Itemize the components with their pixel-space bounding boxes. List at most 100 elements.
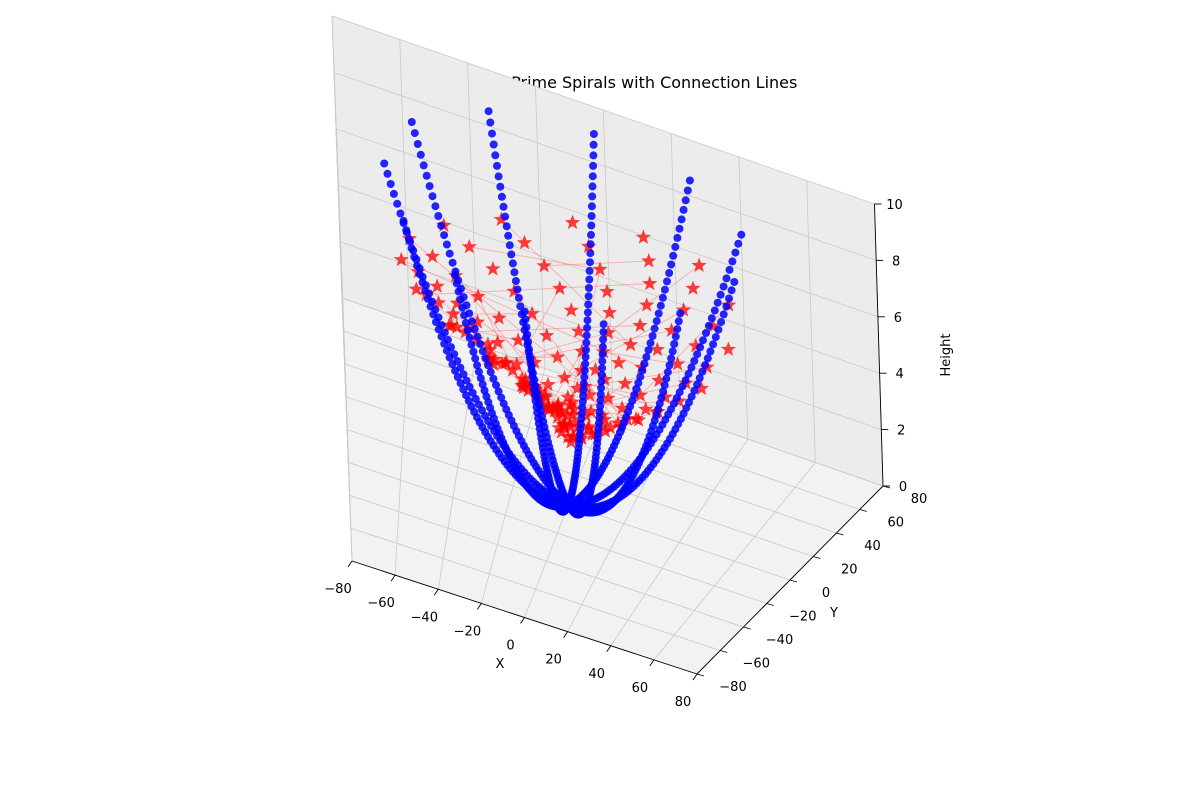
star-marker bbox=[651, 372, 667, 387]
blue-point bbox=[448, 360, 457, 369]
x-tick-label: −20 bbox=[454, 624, 481, 639]
blue-point bbox=[586, 240, 595, 249]
x-tick bbox=[606, 645, 612, 652]
blue-point bbox=[581, 359, 590, 368]
star-marker bbox=[632, 317, 648, 332]
blue-point bbox=[632, 385, 641, 393]
star-marker bbox=[564, 214, 581, 230]
blue-point bbox=[690, 356, 699, 365]
blue-point bbox=[493, 161, 501, 170]
blue-point bbox=[716, 290, 725, 299]
star-marker bbox=[600, 390, 616, 405]
blue-point bbox=[681, 196, 690, 205]
x-tick bbox=[390, 574, 396, 582]
star-marker bbox=[691, 257, 707, 272]
blue-point bbox=[580, 373, 589, 382]
blue-point bbox=[706, 347, 715, 356]
blue-point bbox=[648, 332, 657, 340]
blue-point bbox=[501, 212, 510, 221]
star-marker bbox=[685, 280, 701, 295]
star-marker bbox=[549, 409, 565, 424]
star-marker bbox=[597, 411, 613, 426]
blue-point bbox=[486, 118, 495, 127]
y-axis-label: Y bbox=[829, 606, 838, 621]
y-tick bbox=[720, 650, 728, 653]
blue-point bbox=[722, 302, 731, 311]
blue-point bbox=[654, 309, 663, 318]
blue-curve bbox=[564, 309, 685, 517]
blue-point bbox=[681, 376, 690, 385]
star-marker bbox=[630, 412, 647, 427]
star-marker bbox=[551, 419, 567, 435]
blue-point bbox=[728, 257, 737, 266]
star-marker bbox=[638, 401, 654, 416]
y-tick-label: −80 bbox=[719, 680, 746, 695]
connection-line bbox=[539, 396, 637, 420]
blue-point bbox=[596, 402, 605, 411]
star-marker bbox=[408, 281, 424, 296]
connection-line bbox=[425, 283, 650, 296]
blue-point bbox=[407, 118, 416, 126]
y-tick bbox=[836, 532, 844, 536]
star-marker bbox=[550, 396, 566, 411]
blue-point bbox=[734, 239, 743, 248]
blue-point bbox=[437, 221, 446, 230]
blue-point bbox=[481, 354, 490, 363]
star-marker bbox=[554, 405, 570, 420]
blue-point bbox=[638, 366, 647, 375]
blue-point bbox=[496, 182, 505, 191]
blue-point bbox=[659, 387, 668, 396]
blue-point bbox=[636, 372, 645, 381]
blue-point bbox=[685, 176, 694, 185]
blue-point bbox=[407, 244, 416, 253]
blue-point bbox=[674, 317, 683, 326]
blue-point bbox=[473, 332, 482, 341]
y-tick-label: −60 bbox=[743, 657, 770, 672]
blue-point bbox=[488, 129, 496, 138]
x-tick-label: −80 bbox=[324, 582, 351, 597]
star-marker bbox=[574, 343, 590, 358]
blue-point bbox=[451, 366, 460, 375]
connection-line bbox=[469, 246, 601, 270]
star-marker bbox=[491, 310, 507, 325]
blue-point bbox=[598, 357, 607, 366]
blue-point bbox=[467, 340, 476, 349]
blue-point bbox=[701, 361, 710, 370]
star-marker bbox=[578, 407, 594, 423]
blue-point bbox=[670, 340, 679, 348]
blue-point bbox=[585, 275, 594, 284]
star-marker bbox=[670, 356, 686, 371]
x-tick bbox=[520, 617, 525, 624]
blue-point bbox=[454, 287, 463, 296]
star-marker bbox=[486, 356, 502, 372]
z-tick-label: 0 bbox=[899, 480, 907, 495]
grid-line bbox=[331, 15, 875, 280]
star-marker bbox=[705, 318, 721, 333]
blue-point bbox=[589, 161, 598, 170]
blue-point bbox=[507, 250, 516, 259]
blue-point bbox=[422, 171, 431, 180]
blue-point bbox=[460, 311, 469, 320]
x-axis-label: X bbox=[496, 657, 505, 672]
star-marker bbox=[524, 305, 540, 321]
star-marker bbox=[663, 322, 680, 337]
blue-point bbox=[587, 230, 595, 239]
star-marker bbox=[393, 251, 409, 267]
blue-point bbox=[584, 284, 593, 292]
star-marker bbox=[539, 327, 555, 343]
blue-point bbox=[656, 301, 665, 310]
blue-point bbox=[452, 279, 461, 288]
blue-point bbox=[655, 399, 664, 408]
blue-point bbox=[668, 347, 677, 356]
blue-point bbox=[399, 216, 408, 225]
blue-point bbox=[717, 318, 726, 327]
blue-point bbox=[462, 376, 471, 385]
connection-line bbox=[603, 351, 678, 365]
blue-point bbox=[644, 346, 653, 355]
y-tick bbox=[789, 579, 798, 583]
blue-point bbox=[690, 386, 699, 395]
star-marker bbox=[494, 355, 510, 371]
blue-point bbox=[531, 397, 540, 406]
blue-point bbox=[598, 350, 607, 359]
blue-point bbox=[660, 381, 669, 390]
